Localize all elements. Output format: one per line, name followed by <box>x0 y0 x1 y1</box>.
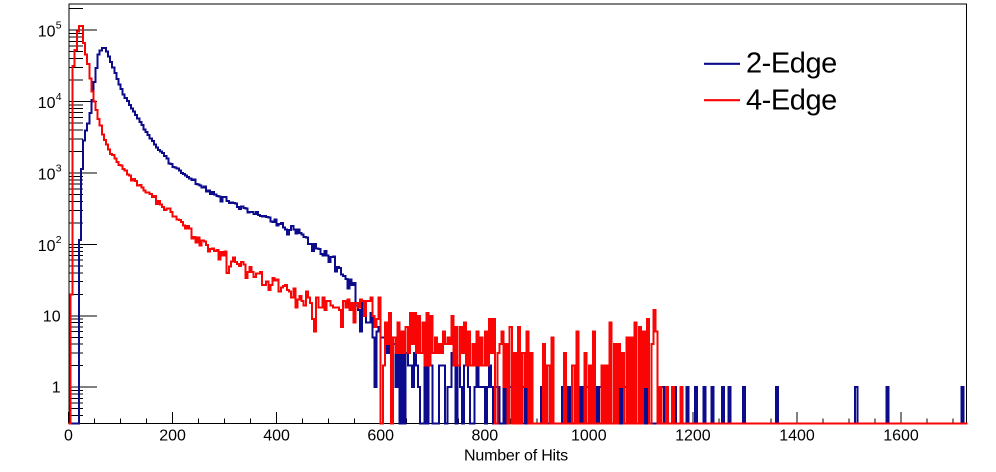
svg-text:Number of Hits: Number of Hits <box>464 448 568 465</box>
svg-text:1600: 1600 <box>883 428 919 445</box>
svg-text:3: 3 <box>56 163 62 175</box>
svg-text:4: 4 <box>56 91 62 103</box>
svg-text:2-Edge: 2-Edge <box>746 48 837 80</box>
svg-text:10: 10 <box>38 167 56 184</box>
svg-text:400: 400 <box>263 428 290 445</box>
svg-text:4-Edge: 4-Edge <box>746 85 837 117</box>
svg-text:0: 0 <box>64 428 73 445</box>
svg-text:10: 10 <box>38 95 56 112</box>
svg-text:1200: 1200 <box>675 428 711 445</box>
svg-text:10: 10 <box>38 24 56 41</box>
svg-text:5: 5 <box>56 20 62 32</box>
svg-text:2: 2 <box>56 234 62 246</box>
svg-text:1000: 1000 <box>571 428 607 445</box>
svg-text:10: 10 <box>38 238 56 255</box>
svg-text:1400: 1400 <box>779 428 815 445</box>
svg-text:1: 1 <box>52 380 61 397</box>
svg-text:800: 800 <box>471 428 498 445</box>
svg-text:10: 10 <box>43 308 61 325</box>
svg-text:600: 600 <box>367 428 394 445</box>
svg-text:200: 200 <box>159 428 186 445</box>
